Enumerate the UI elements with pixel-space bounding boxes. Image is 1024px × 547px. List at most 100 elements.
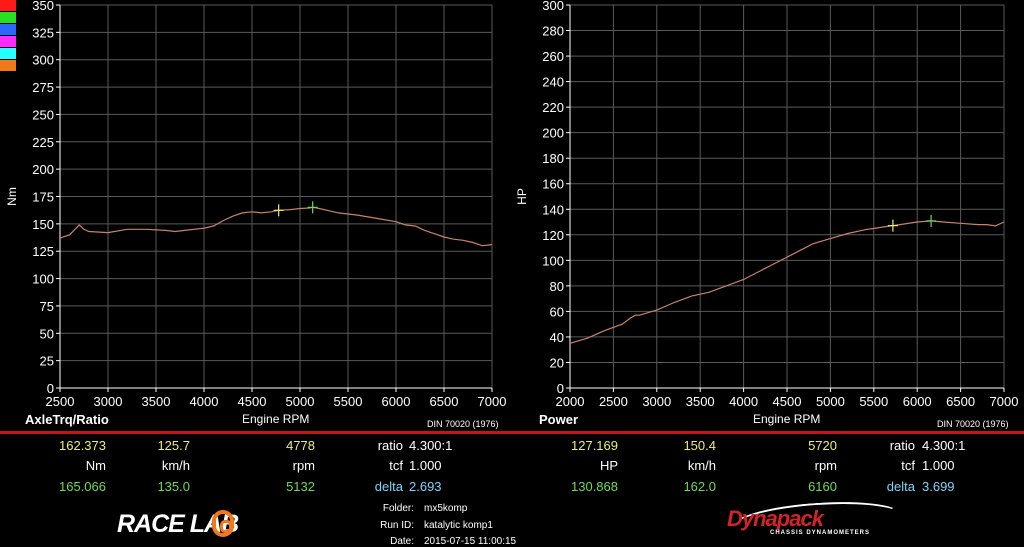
separator-line (0, 431, 1024, 434)
right-y-tick-label: 80 (550, 279, 564, 294)
left-y-tick-label: 200 (32, 162, 54, 177)
date-label: Date: (390, 536, 414, 547)
dynapack-tagline: CHASSIS DYNAMOMETERS (770, 530, 871, 536)
left-tcf-label: tcf (389, 458, 403, 473)
left-delta-value: 2.693 (409, 479, 442, 494)
left-y-tick-label: 275 (32, 80, 54, 95)
left-marker1-rpm: 4778 (286, 438, 315, 453)
right-delta-value: 3.699 (922, 479, 955, 494)
left-tcf-value: 1.000 (409, 458, 442, 473)
left-y-tick-label: 325 (32, 25, 54, 40)
right-delta-label: delta (886, 479, 915, 494)
right-y-tick-label: 280 (542, 24, 564, 39)
legend-swatch-green[interactable] (0, 12, 16, 23)
right-marker1-speed: 150.4 (683, 438, 716, 453)
left-x-tick-label: 5000 (286, 394, 315, 409)
right-y-tick-label: 200 (542, 126, 564, 141)
right-marker1-value: 127.169 (571, 438, 618, 453)
left-delta-label: delta (374, 479, 403, 494)
date-value: 2015-07-15 11:00:15 (424, 536, 517, 547)
left-marker2-value: 165.066 (59, 479, 106, 494)
left-ratio-value: 4.300:1 (409, 438, 453, 453)
right-marker2-rpm: 6160 (808, 479, 837, 494)
right-x-tick-label: 5500 (859, 394, 888, 409)
color-legend (0, 0, 16, 72)
left-chart-title: AxleTrq/Ratio (25, 412, 109, 427)
left-y-tick-label: 50 (40, 326, 54, 341)
right-x-tick-label: 4000 (729, 394, 758, 409)
right-ratio-label: ratio (889, 438, 915, 453)
right-marker2-value: 130.868 (571, 479, 618, 494)
right-y-tick-label: 0 (557, 381, 564, 396)
dynapack-logo: Dynapack (727, 506, 824, 531)
folder-value: mx5komp (424, 503, 468, 514)
legend-swatch-orange[interactable] (0, 60, 16, 71)
left-series-line (59, 206, 493, 247)
right-tcf-label: tcf (901, 458, 915, 473)
right-x-tick-label: 4500 (773, 394, 802, 409)
left-y-tick-label: 250 (32, 107, 54, 122)
left-y-tick-label: 100 (32, 272, 54, 287)
run-id-value: katalytic komp1 (424, 520, 493, 531)
left-x-tick-label: 2500 (46, 394, 75, 409)
left-y-tick-label: 300 (32, 53, 54, 68)
right-marker2-speed: 162.0 (683, 479, 716, 494)
left-x-tick-label: 3000 (94, 394, 123, 409)
left-y-tick-label: 175 (32, 190, 54, 205)
right-y-tick-label: 120 (542, 228, 564, 243)
right-y-tick-label: 100 (542, 253, 564, 268)
left-marker1-value: 162.373 (59, 438, 106, 453)
legend-swatch-magenta[interactable] (0, 36, 16, 47)
right-y-tick-label: 180 (542, 151, 564, 166)
legend-swatch-red[interactable] (0, 0, 16, 11)
left-x-tick-label: 7000 (478, 394, 507, 409)
left-x-axis-label: Engine RPM (242, 412, 310, 426)
left-unit-rpm: rpm (292, 458, 315, 473)
race-lab-logo-icon (212, 510, 234, 537)
left-marker2-rpm: 5132 (286, 479, 315, 494)
left-y-tick-label: 150 (32, 217, 54, 232)
right-y-tick-label: 240 (542, 75, 564, 90)
right-x-tick-label: 3500 (686, 394, 715, 409)
legend-swatch-blue[interactable] (0, 24, 16, 35)
left-y-tick-label: 25 (40, 354, 54, 369)
right-tcf-value: 1.000 (922, 458, 955, 473)
right-y-tick-label: 300 (542, 0, 564, 13)
left-y-tick-label: 125 (32, 244, 54, 259)
right-x-tick-label: 3000 (642, 394, 671, 409)
right-y-tick-label: 20 (550, 355, 564, 370)
right-x-axis-label: Engine RPM (753, 412, 821, 426)
left-x-tick-label: 6500 (430, 394, 459, 409)
right-y-tick-label: 60 (550, 304, 564, 319)
left-y-tick-label: 225 (32, 135, 54, 150)
right-x-tick-label: 2000 (556, 394, 585, 409)
legend-swatch-cyan[interactable] (0, 48, 16, 59)
right-marker1-rpm: 5720 (808, 438, 837, 453)
run-id-label: Run ID: (380, 520, 414, 531)
right-y-tick-label: 140 (542, 202, 564, 217)
left-unit-speed: km/h (161, 458, 190, 473)
left-marker2-speed: 135.0 (157, 479, 190, 494)
folder-label: Folder: (382, 503, 414, 514)
right-unit-speed: km/h (687, 458, 716, 473)
right-chart-title: Power (539, 412, 579, 427)
left-x-tick-label: 4500 (238, 394, 267, 409)
left-marker1-speed: 125.7 (157, 438, 190, 453)
left-x-tick-label: 6000 (382, 394, 411, 409)
left-y-axis-label: Nm (5, 187, 19, 206)
right-y-tick-label: 220 (542, 100, 564, 115)
right-y-tick-label: 260 (542, 49, 564, 64)
left-y-tick-label: 350 (32, 0, 54, 13)
right-y-tick-label: 160 (542, 177, 564, 192)
right-ratio-value: 4.300:1 (922, 438, 966, 453)
left-x-tick-label: 5500 (334, 394, 363, 409)
right-unit-rpm: rpm (814, 458, 837, 473)
left-x-tick-label: 4000 (190, 394, 219, 409)
left-standard-label: DIN 70020 (1976) (427, 419, 499, 429)
left-y-tick-label: 75 (40, 299, 54, 314)
left-unit-value: Nm (85, 458, 106, 473)
right-x-tick-label: 2500 (599, 394, 628, 409)
right-x-tick-label: 5000 (816, 394, 845, 409)
right-series-line (569, 220, 1005, 344)
